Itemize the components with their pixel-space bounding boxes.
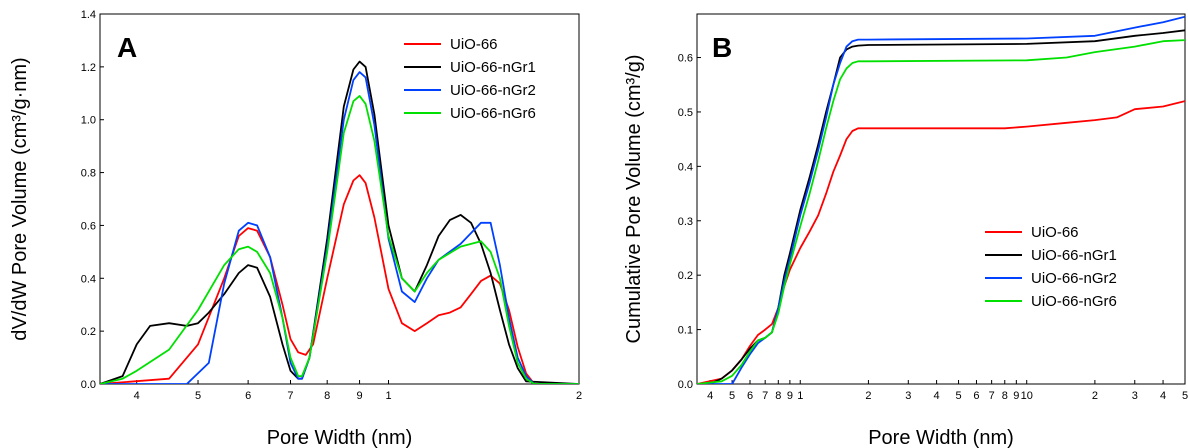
x-tick-label: 3 bbox=[1132, 390, 1138, 402]
x-axis-label: Pore Width (nm) bbox=[267, 427, 413, 448]
y-tick-label: 0.6 bbox=[678, 53, 693, 65]
y-tick-label: 0.2 bbox=[678, 270, 693, 282]
y-tick-label: 1.4 bbox=[81, 9, 96, 21]
x-tick-label: 5 bbox=[195, 390, 201, 402]
x-tick-label: 2 bbox=[576, 390, 582, 402]
legend-label: UiO-66-nGr6 bbox=[450, 105, 536, 122]
y-tick-label: 0.1 bbox=[678, 325, 693, 337]
x-axis-label: Pore Width (nm) bbox=[868, 427, 1014, 448]
legend-label: UiO-66 bbox=[450, 36, 498, 53]
y-tick-label: 0.0 bbox=[678, 379, 693, 391]
series-line-uio-66-ngr2 bbox=[100, 71, 579, 384]
y-tick-label: 0.8 bbox=[81, 168, 96, 180]
legend-label: UiO-66-nGr2 bbox=[450, 82, 536, 99]
y-tick-label: 1.2 bbox=[81, 62, 96, 74]
x-tick-label: 4 bbox=[707, 390, 713, 402]
x-tick-label: 4 bbox=[934, 390, 940, 402]
series-line-uio-66 bbox=[697, 100, 1185, 384]
panel-label: B bbox=[712, 32, 732, 63]
x-tick-label: 9 bbox=[1013, 390, 1019, 402]
y-tick-label: 0.5 bbox=[678, 107, 693, 119]
x-tick-label: 7 bbox=[287, 390, 293, 402]
x-tick-label: 1 bbox=[797, 390, 803, 402]
y-tick-label: 0.0 bbox=[81, 379, 96, 391]
x-tick-label: 6 bbox=[973, 390, 979, 402]
x-tick-label: 8 bbox=[324, 390, 330, 402]
legend-label: UiO-66-nGr6 bbox=[1031, 293, 1117, 310]
x-tick-label: 4 bbox=[1160, 390, 1166, 402]
panel-a: 4 5 6 7 8 9 1 2 0.0 0.2 0.4 0.6 0.8 1.0 1.2 1.4 Pore Wid… bbox=[9, 9, 582, 448]
x-tick-label: 5 bbox=[1182, 390, 1188, 402]
y-axis-label: dV/dW Pore Volume (cm³/g·nm) bbox=[9, 57, 31, 340]
x-tick-label: 1 bbox=[385, 390, 391, 402]
series-line-uio-66-ngr2 bbox=[697, 15, 1185, 384]
series-line-uio-66-ngr6 bbox=[100, 95, 579, 384]
x-tick-label: 9 bbox=[356, 390, 362, 402]
legend-label: UiO-66-nGr1 bbox=[1031, 247, 1117, 264]
x-tick-label: 2 bbox=[1092, 390, 1098, 402]
x-tick-label: 7 bbox=[762, 390, 768, 402]
x-tick-label: 6 bbox=[747, 390, 753, 402]
series-line-uio-66-ngr6 bbox=[697, 39, 1185, 384]
y-tick-label: 0.3 bbox=[678, 216, 693, 228]
y-tick-label: 0.2 bbox=[81, 326, 96, 338]
x-tick-label: 5 bbox=[955, 390, 961, 402]
x-tick-label: 7 bbox=[989, 390, 995, 402]
series-line-uio-66-ngr1 bbox=[697, 29, 1185, 384]
series-line-uio-66-ngr1 bbox=[100, 60, 579, 384]
series-line-uio-66 bbox=[100, 174, 579, 384]
x-tick-label: 8 bbox=[775, 390, 781, 402]
x-tick-label: 9 bbox=[787, 390, 793, 402]
y-tick-label: 0.4 bbox=[678, 161, 693, 173]
y-axis-label: Cumulative Pore Volume (cm³/g) bbox=[623, 55, 645, 344]
x-tick-label: 10 bbox=[1021, 390, 1033, 402]
legend-label: UiO-66-nGr1 bbox=[450, 59, 536, 76]
plot-frame bbox=[696, 13, 1186, 385]
x-tick-label: 4 bbox=[134, 390, 140, 402]
y-tick-label: 0.4 bbox=[81, 273, 96, 285]
panel-b: 4 5 6 7 8 9 1 2 3 4 5 6 7 8 9 10 2 3 4 50.00.10.20.30.40.50… bbox=[623, 13, 1188, 448]
legend-label: UiO-66 bbox=[1031, 224, 1079, 241]
panel-label: A bbox=[117, 32, 137, 63]
legend-label: UiO-66-nGr2 bbox=[1031, 270, 1117, 287]
x-tick-label: 8 bbox=[1002, 390, 1008, 402]
x-tick-label: 3 bbox=[905, 390, 911, 402]
y-tick-label: 0.6 bbox=[81, 220, 96, 232]
plot-frame bbox=[99, 13, 580, 385]
x-tick-label: 5 bbox=[729, 390, 735, 402]
y-tick-label: 1.0 bbox=[81, 115, 96, 127]
x-tick-label: 6 bbox=[245, 390, 251, 402]
x-tick-label: 2 bbox=[865, 390, 871, 402]
